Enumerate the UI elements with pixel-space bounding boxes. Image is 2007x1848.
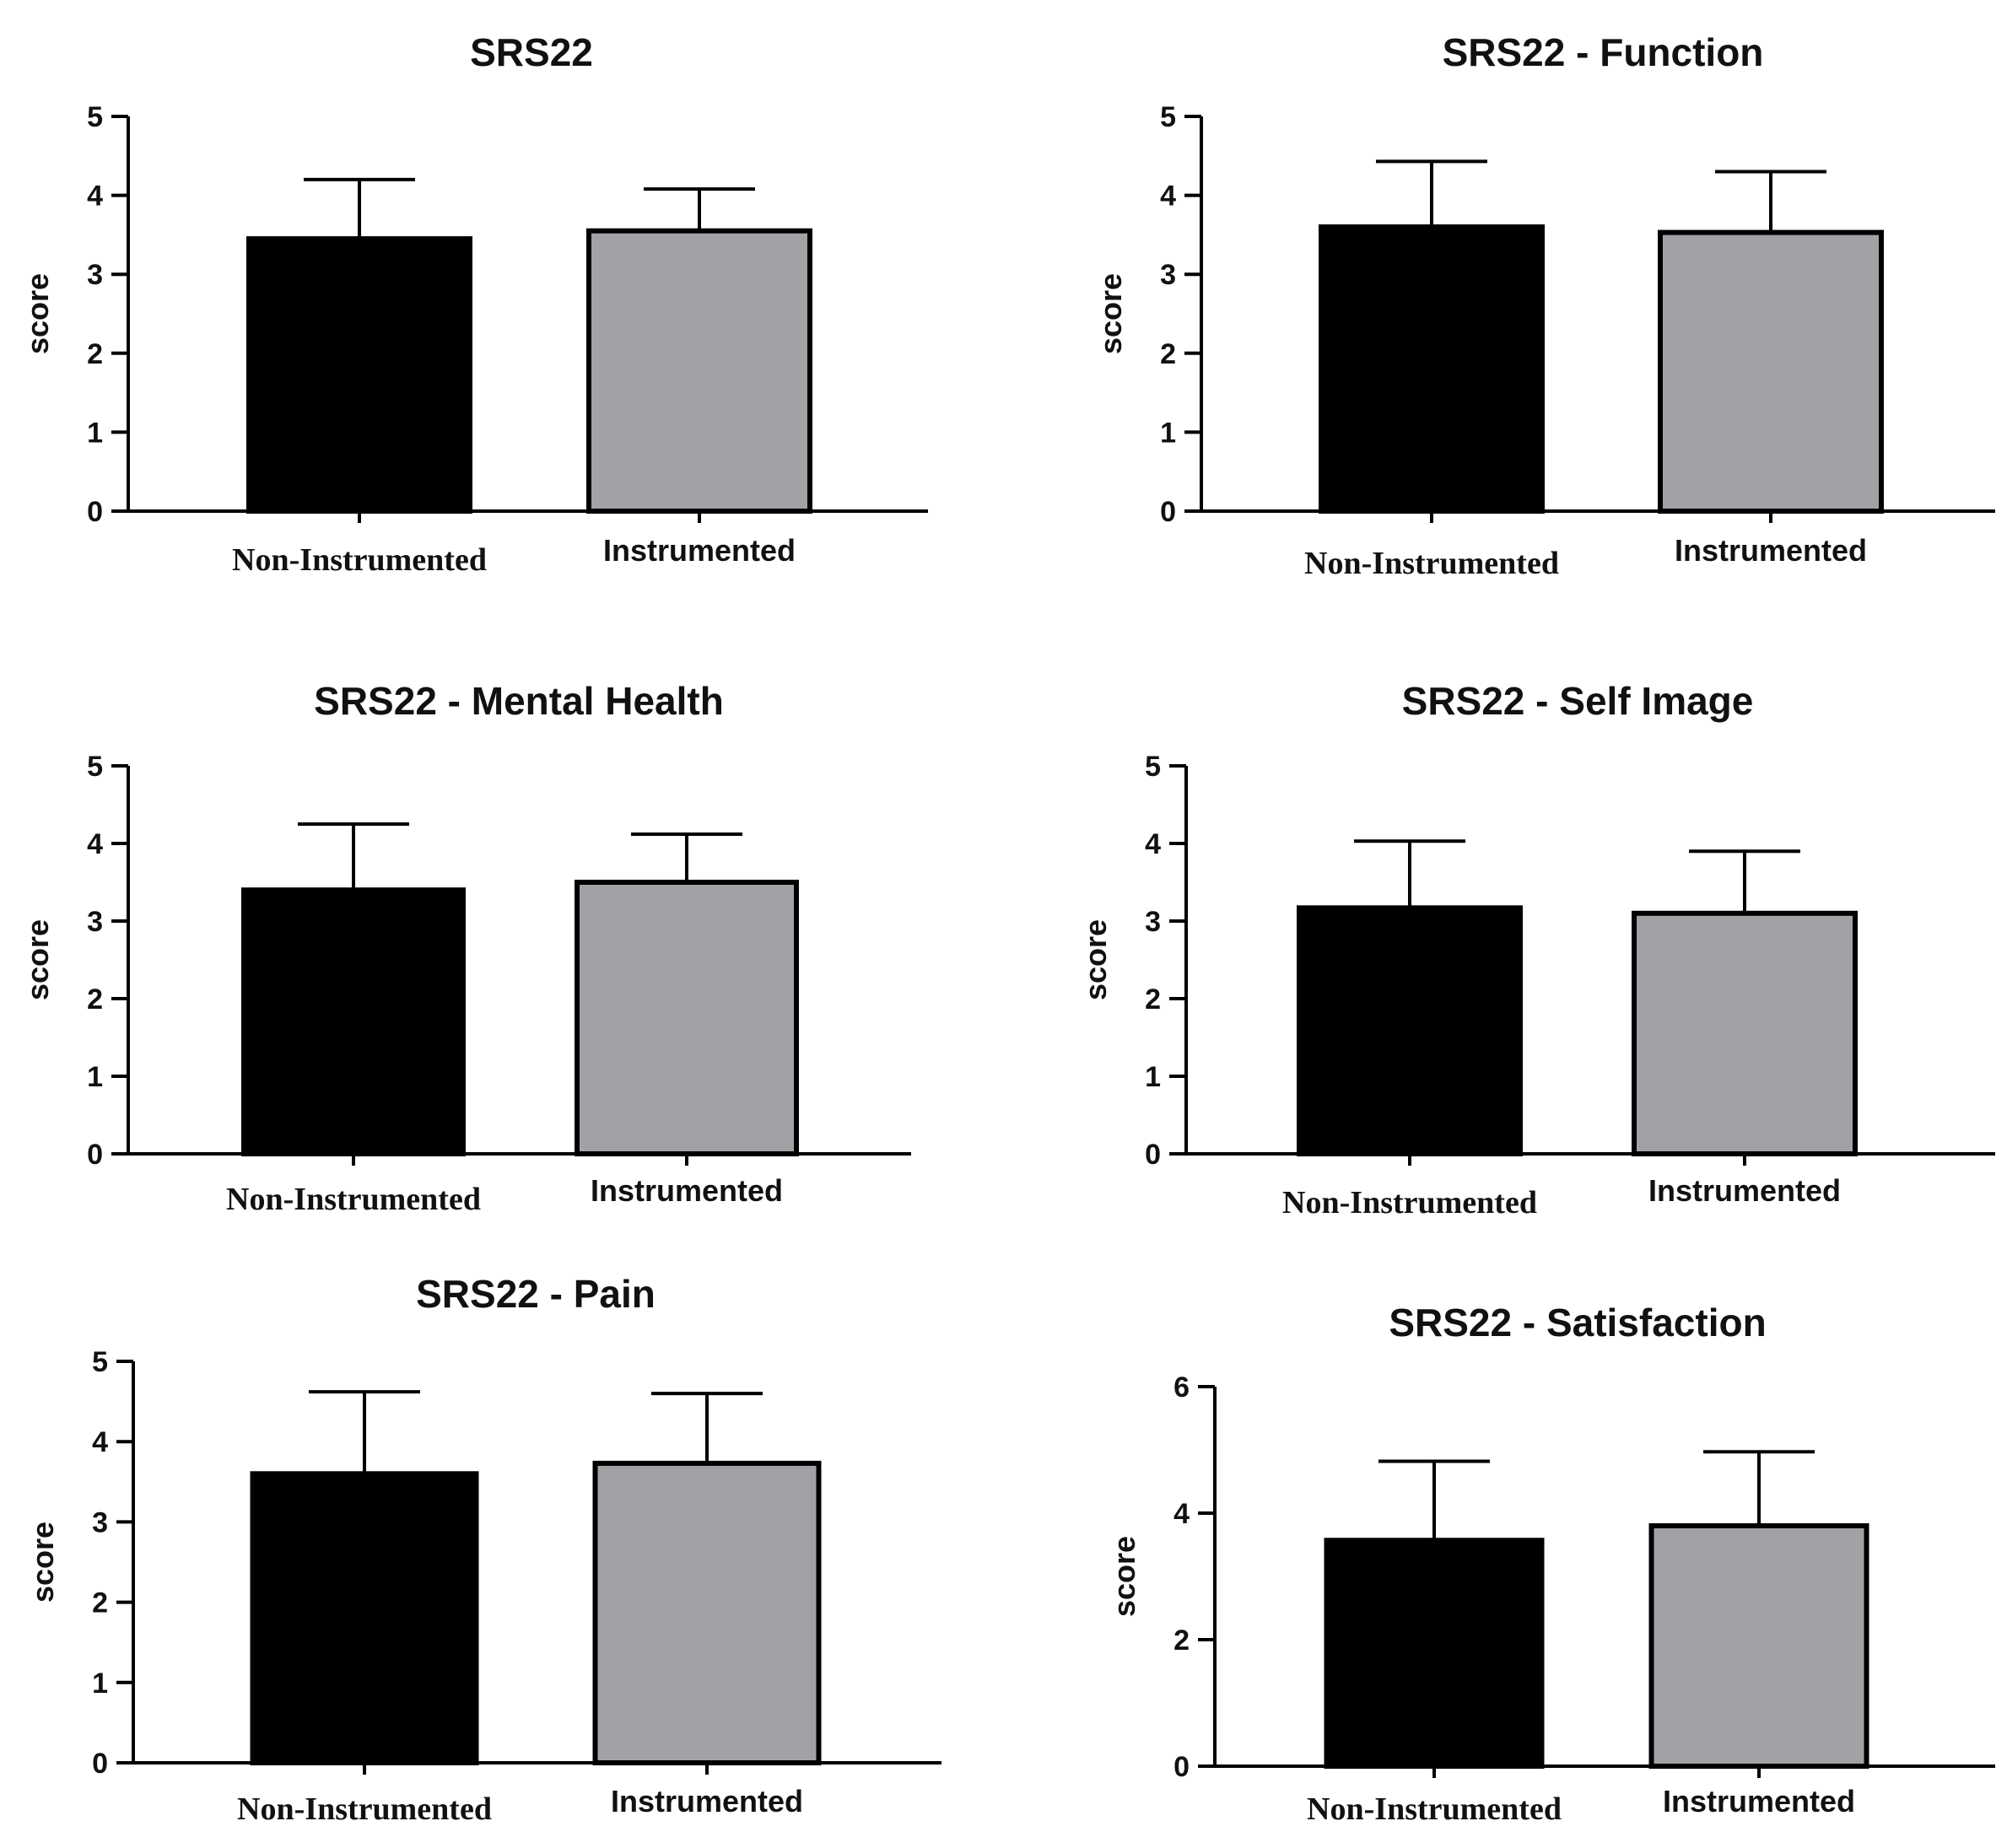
- bar-non-instrumented: [250, 1471, 479, 1766]
- y-tick-label: 4: [1145, 828, 1161, 860]
- y-tick-label: 0: [87, 1139, 103, 1171]
- category-label: Instrumented: [603, 533, 796, 568]
- y-tick-label: 3: [92, 1506, 108, 1538]
- chart-panel-6: SRS22 - Satisfaction score Non-Instrumente…: [1107, 1301, 1995, 1827]
- y-tick-label: 0: [87, 496, 103, 528]
- y-tick-label: 1: [87, 1061, 103, 1093]
- y-axis-label: score: [1078, 919, 1113, 1000]
- y-tick-label: 5: [1145, 751, 1161, 783]
- category-label: Instrumented: [1675, 533, 1867, 568]
- category-label: Non-Instrumented: [1307, 1791, 1562, 1827]
- bar-instrumented: [1632, 910, 1858, 1157]
- chart-panel-4: SRS22 - Self Image score Non-Instrumented I…: [1078, 679, 1995, 1220]
- chart-panel-1: SRS22 score Non-Instrumented Instrumented 0 1…: [20, 30, 928, 578]
- y-tick-label: 0: [1160, 496, 1176, 528]
- y-tick-label: 4: [1173, 1498, 1190, 1530]
- y-tick-label: 2: [1160, 338, 1176, 370]
- y-axis-label: score: [1107, 1536, 1141, 1617]
- chart-panel-3: SRS22 - Mental Health score Non-Instrument…: [20, 679, 911, 1217]
- chart-title: SRS22 - Mental Health: [314, 679, 724, 723]
- bar-instrumented: [575, 880, 799, 1156]
- y-axis-label: score: [1093, 273, 1128, 354]
- y-tick-label: 5: [1160, 101, 1176, 133]
- y-tick-label: 5: [87, 101, 103, 133]
- category-label: Non-Instrumented: [232, 542, 487, 578]
- y-tick-label: 2: [1173, 1624, 1190, 1657]
- chart-title: SRS22 - Satisfaction: [1389, 1301, 1766, 1344]
- y-tick-label: 4: [1160, 180, 1176, 213]
- bar-instrumented: [586, 228, 812, 514]
- y-tick-label: 3: [1160, 259, 1176, 291]
- bar-non-instrumented: [1319, 224, 1545, 514]
- y-tick-label: 6: [1173, 1371, 1190, 1404]
- category-label: Instrumented: [591, 1173, 783, 1208]
- category-label: Non-Instrumented: [1282, 1185, 1537, 1220]
- y-tick-label: 1: [1145, 1061, 1161, 1093]
- bar-non-instrumented: [241, 887, 466, 1156]
- category-label: Instrumented: [1648, 1173, 1841, 1208]
- y-tick-label: 2: [87, 338, 103, 370]
- y-tick-label: 0: [1173, 1751, 1190, 1783]
- chart-title: SRS22 - Self Image: [1402, 679, 1754, 723]
- bar-instrumented: [1648, 1523, 1869, 1769]
- bar-non-instrumented: [1297, 905, 1523, 1156]
- y-axis-label: score: [20, 273, 55, 354]
- bar-non-instrumented: [246, 236, 472, 514]
- y-tick-label: 2: [92, 1587, 108, 1619]
- y-tick-label: 0: [92, 1748, 108, 1780]
- y-tick-label: 0: [1145, 1139, 1161, 1171]
- y-tick-label: 1: [92, 1668, 108, 1700]
- bar-instrumented: [1658, 229, 1884, 514]
- y-tick-label: 4: [87, 180, 103, 213]
- y-tick-label: 2: [87, 983, 103, 1016]
- category-label: Instrumented: [611, 1784, 803, 1818]
- y-tick-label: 1: [1160, 417, 1176, 449]
- category-label: Non-Instrumented: [226, 1182, 481, 1217]
- chart-title: SRS22: [470, 30, 593, 74]
- y-tick-label: 2: [1145, 983, 1161, 1016]
- y-axis-label: score: [20, 919, 55, 1000]
- y-tick-label: 1: [87, 417, 103, 449]
- category-label: Non-Instrumented: [1304, 546, 1559, 581]
- y-tick-label: 3: [87, 906, 103, 938]
- y-tick-label: 3: [1145, 906, 1161, 938]
- chart-title: SRS22 - Pain: [416, 1272, 656, 1316]
- y-tick-label: 5: [87, 751, 103, 783]
- chart-panel-2: SRS22 - Function score Non-Instrumented Ins…: [1093, 30, 1995, 581]
- bar-instrumented: [592, 1460, 822, 1766]
- category-label: Instrumented: [1663, 1784, 1855, 1818]
- y-tick-label: 3: [87, 259, 103, 291]
- y-axis-label: score: [25, 1522, 60, 1603]
- bar-non-instrumented: [1324, 1538, 1545, 1769]
- chart-panel-5: SRS22 - Pain score Non-Instrumented Instrum…: [25, 1272, 941, 1827]
- y-tick-label: 4: [92, 1426, 108, 1458]
- chart-title: SRS22 - Function: [1443, 30, 1764, 74]
- y-tick-label: 5: [92, 1346, 108, 1378]
- category-label: Non-Instrumented: [237, 1791, 492, 1827]
- y-tick-label: 4: [87, 828, 103, 860]
